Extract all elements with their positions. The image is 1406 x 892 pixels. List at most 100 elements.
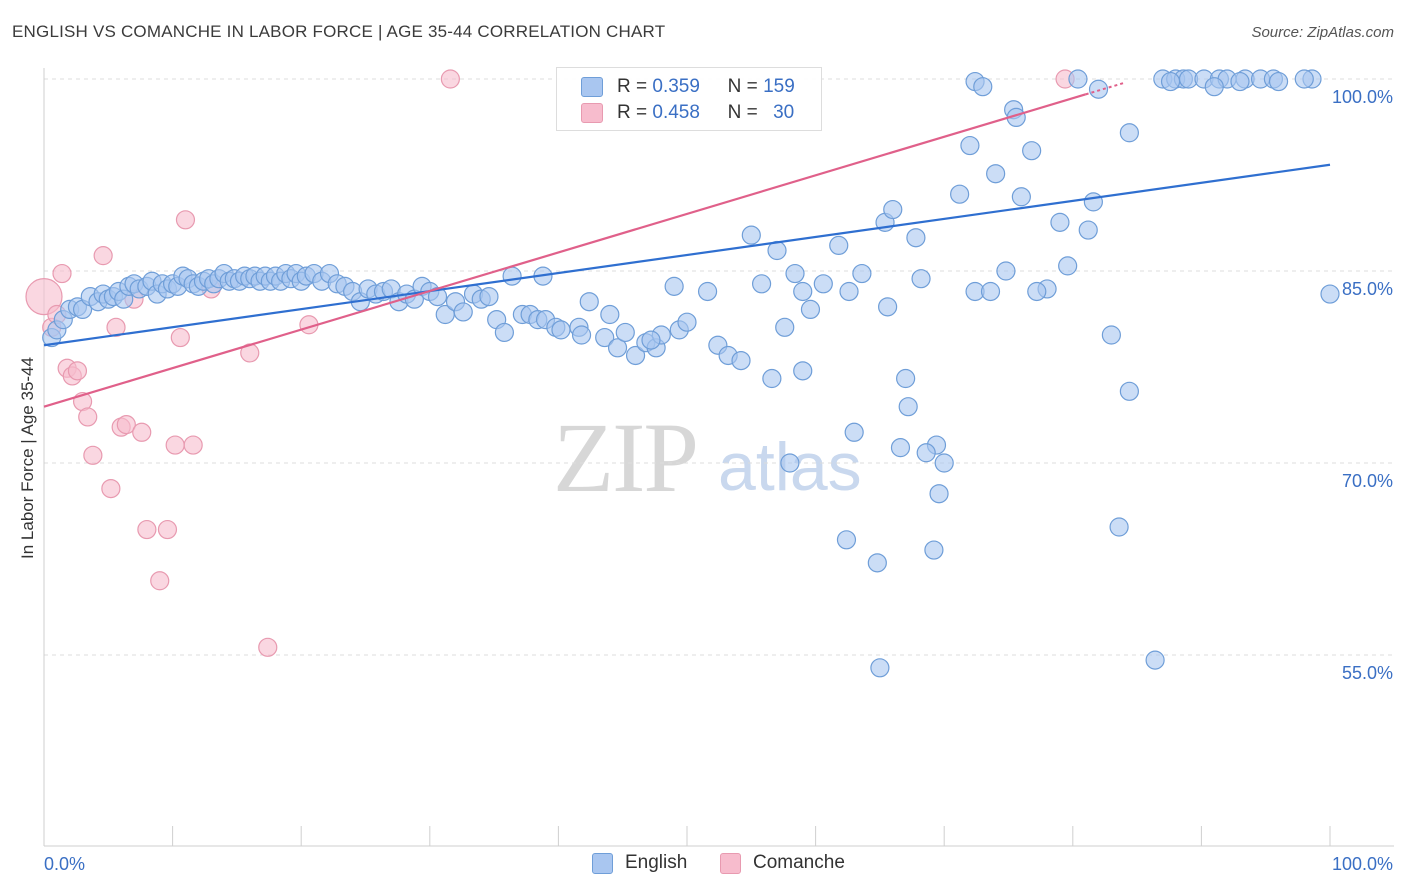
english-point: [980, 281, 1001, 302]
english-point: [1145, 650, 1165, 670]
english-point: [813, 274, 833, 294]
series-name-english: English: [625, 852, 688, 873]
legend: R = 0.359 N = 159 R = 0.458 N = 30: [556, 67, 822, 131]
comanche-swatch-icon: [720, 852, 741, 874]
trend-lines: [43, 81, 1331, 408]
x-tick-label: 100.0%: [1332, 854, 1393, 874]
english-point: [607, 338, 628, 358]
series-legend-english[interactable]: English: [592, 852, 687, 874]
english-point: [1027, 281, 1047, 302]
english-trend-line: [43, 163, 1331, 347]
comanche-points: [25, 69, 1075, 657]
english-point: [641, 330, 661, 350]
comanche-point: [116, 415, 136, 435]
english-point: [1068, 69, 1088, 89]
legend-n-label: N =: [727, 102, 758, 123]
comanche-point: [150, 571, 170, 591]
comanche-point: [83, 445, 103, 465]
legend-r-value-comanche: 0.458: [652, 102, 700, 123]
english-point: [502, 266, 522, 286]
watermark-zip: ZIP: [553, 402, 699, 513]
english-point: [986, 164, 1006, 184]
english-point: [762, 368, 782, 389]
comanche-point: [101, 479, 121, 499]
english-point: [883, 199, 903, 220]
english-point: [775, 317, 795, 337]
comanche-point: [78, 407, 98, 427]
english-point: [1078, 220, 1098, 240]
comanche-point: [175, 210, 196, 230]
english-swatch-icon: [592, 852, 613, 874]
english-point: [1294, 69, 1314, 89]
english-point: [800, 299, 821, 319]
english-point: [625, 345, 646, 366]
english-point: [878, 297, 898, 317]
english-point: [1088, 79, 1109, 99]
english-point: [870, 658, 890, 678]
english-point: [916, 443, 936, 463]
english-points: [42, 69, 1340, 678]
english-point: [1268, 71, 1289, 92]
english-point: [1119, 381, 1139, 401]
comanche-trend-extension: [1085, 81, 1125, 96]
english-point: [1083, 192, 1103, 212]
tick-labels: 100.0% 85.0% 70.0% 55.0% 0.0% 100.0%: [44, 87, 1393, 874]
english-point: [615, 322, 635, 343]
english-point: [890, 438, 911, 458]
english-point: [934, 453, 954, 473]
english-point: [836, 530, 857, 550]
english-point: [1119, 123, 1139, 143]
english-point: [793, 361, 813, 381]
comanche-point: [93, 246, 113, 266]
source-credit: Source: ZipAtlas.com: [1251, 24, 1394, 41]
english-point: [579, 292, 599, 312]
english-point: [1058, 256, 1078, 276]
english-point: [898, 397, 918, 417]
english-point: [829, 235, 849, 255]
legend-n-value-english: 159: [763, 76, 795, 97]
english-point: [924, 540, 944, 560]
english-point: [1230, 71, 1250, 92]
comanche-point: [170, 327, 190, 348]
english-point: [741, 225, 761, 245]
comanche-point: [52, 263, 72, 284]
english-point: [950, 184, 970, 204]
english-point: [1050, 212, 1070, 232]
english-point: [844, 422, 864, 442]
english-point: [839, 281, 859, 302]
axes: [43, 68, 1394, 847]
comanche-point: [165, 435, 185, 455]
series-legend: English Comanche: [0, 852, 1406, 878]
english-point: [911, 269, 931, 289]
english-point: [664, 276, 684, 296]
comanche-point: [132, 422, 152, 442]
english-point: [929, 484, 949, 504]
comanche-point: [137, 519, 157, 540]
english-point: [571, 325, 592, 345]
english-point: [780, 453, 800, 473]
comanche-point: [67, 361, 88, 381]
english-point: [551, 320, 571, 340]
chart-title: ENGLISH VS COMANCHE IN LABOR FORCE | AGE…: [12, 22, 666, 41]
english-point: [793, 281, 813, 302]
english-point: [494, 322, 514, 343]
english-point: [479, 287, 499, 307]
comanche-point: [440, 69, 460, 89]
comanche-point: [106, 317, 126, 337]
english-point: [852, 263, 872, 284]
series-legend-comanche[interactable]: Comanche: [720, 852, 845, 874]
english-point: [751, 274, 772, 294]
english-point: [677, 312, 697, 332]
english-point: [1204, 77, 1224, 97]
english-point: [996, 261, 1016, 281]
legend-r-label: R =: [617, 102, 648, 123]
legend-n-value-comanche: 30: [773, 102, 795, 123]
english-point: [785, 263, 805, 284]
comanche-point: [157, 519, 178, 540]
english-point: [960, 135, 980, 156]
english-point: [867, 553, 887, 573]
english-point: [1160, 71, 1181, 92]
x-tick-label: 0.0%: [44, 854, 85, 874]
english-point: [731, 351, 751, 371]
comanche-point: [258, 637, 278, 657]
